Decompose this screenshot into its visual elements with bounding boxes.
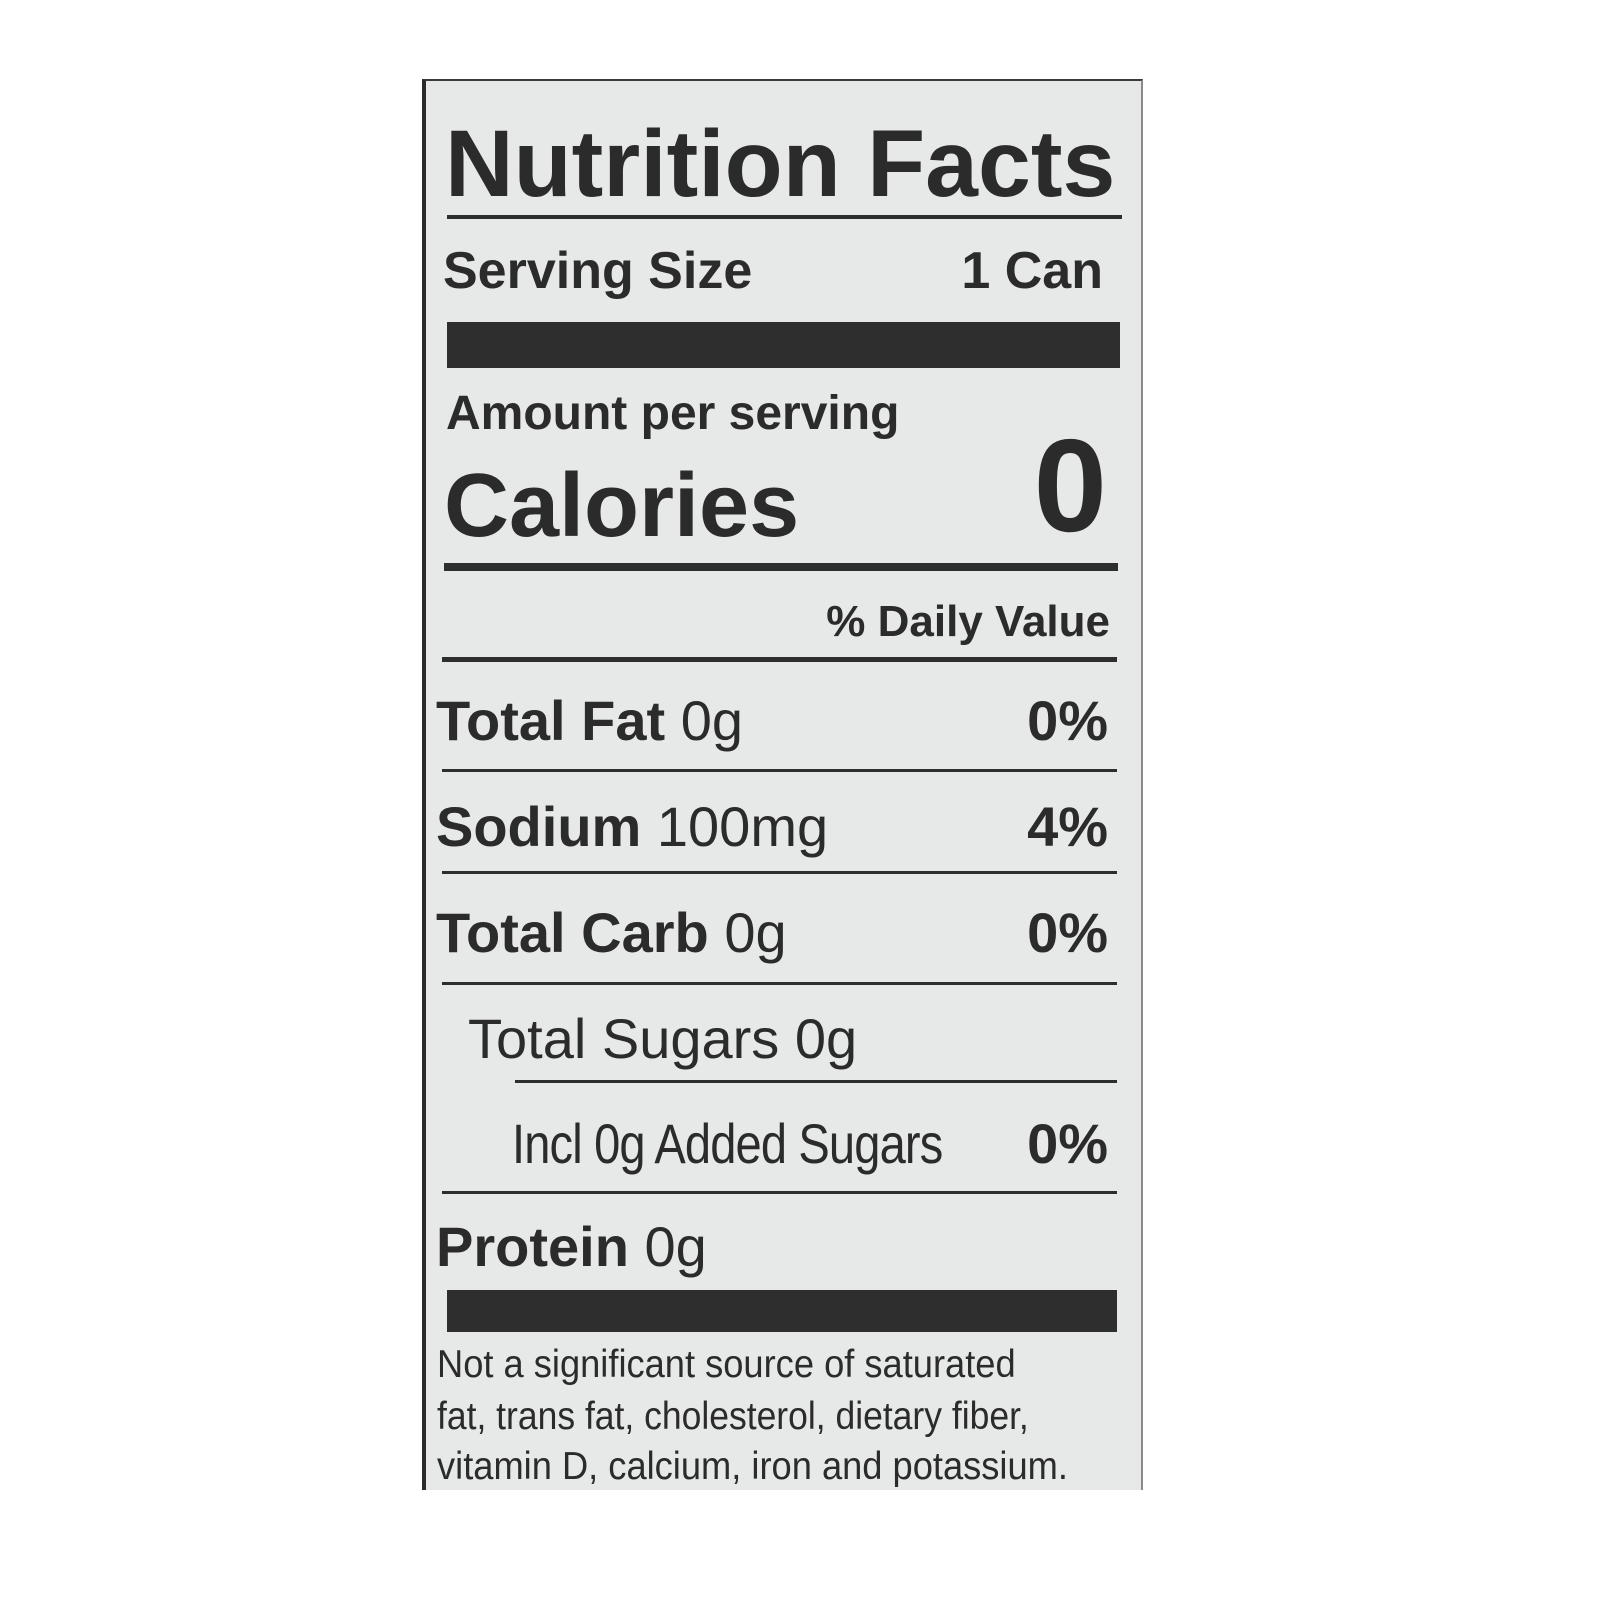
nutrient-name: Total Carb xyxy=(436,901,709,964)
serving-size-value: 1 Can xyxy=(961,242,1103,300)
footnote-line: Not a significant source of saturated xyxy=(437,1343,1016,1386)
nutrient-row-total-fat: Total Fat 0g xyxy=(436,693,743,749)
nutrient-dv: 0% xyxy=(1027,689,1108,752)
divider xyxy=(442,982,1117,985)
nutrient-amount: 100mg xyxy=(656,795,829,858)
nutrient-name: Sodium xyxy=(436,795,642,858)
nutrient-name: Total Fat xyxy=(436,689,666,752)
medium-divider xyxy=(444,563,1118,571)
divider xyxy=(447,215,1122,219)
divider xyxy=(442,657,1117,662)
divider xyxy=(442,769,1117,772)
nutrient-row-added-sugars: Incl 0g Added Sugars xyxy=(512,1112,943,1175)
thick-divider xyxy=(447,322,1120,368)
nutrient-row-sodium: Sodium 100mg xyxy=(436,799,828,855)
divider xyxy=(442,1191,1117,1194)
nutrient-row-total-carb: Total Carb 0g xyxy=(436,905,787,961)
nutrient-amount: 0g xyxy=(680,689,744,752)
nutrient-dv: 0% xyxy=(1027,901,1108,964)
nutrient-dv: 0% xyxy=(1027,1112,1108,1175)
nutrient-row-total-sugars: Total Sugars 0g xyxy=(468,1007,858,1070)
nutrient-amount: 0g xyxy=(724,901,787,964)
nutrient-amount: 0g xyxy=(644,1215,707,1278)
divider xyxy=(442,871,1117,874)
serving-size-label: Serving Size xyxy=(443,242,753,300)
label-title: Nutrition Facts xyxy=(445,111,1116,217)
nutrient-row-protein: Protein 0g xyxy=(436,1219,707,1275)
amount-per-serving: Amount per serving xyxy=(446,387,900,440)
footnote-line: fat, trans fat, cholesterol, dietary fib… xyxy=(437,1395,1029,1438)
thick-divider xyxy=(447,1290,1117,1332)
nutrition-facts-label xyxy=(422,79,1143,1490)
nutrient-name: Protein xyxy=(436,1215,629,1278)
footnote-line: vitamin D, calcium, iron and potassium. xyxy=(437,1445,1068,1488)
calories-label: Calories xyxy=(444,456,800,556)
calories-value: 0 xyxy=(1033,412,1107,559)
daily-value-header: % Daily Value xyxy=(826,597,1110,646)
nutrient-dv: 4% xyxy=(1027,795,1108,858)
divider xyxy=(515,1080,1117,1083)
